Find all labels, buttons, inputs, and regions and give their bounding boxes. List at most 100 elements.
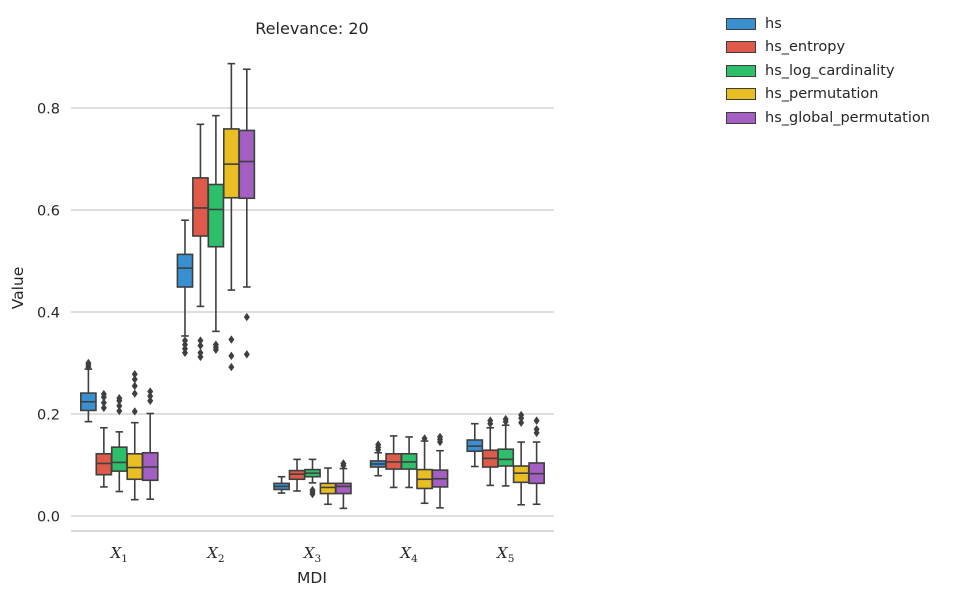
x-tick-subscript: 2 [218,553,225,565]
outlier-point [131,381,138,391]
x-tick-label: X3 [303,544,321,565]
outlier-point [197,336,204,345]
x-tick-base: X [399,544,412,562]
outlier-point [212,340,219,349]
y-axis-label: Value [9,267,27,310]
outlier-point [375,440,382,449]
outlier-point [131,389,138,398]
legend-item: hs_entropy [726,36,930,60]
outlier-point [243,312,250,322]
y-tick-label: 0.4 [37,306,60,322]
y-tick-labels: 0.0 0.2 0.4 0.6 0.8 [37,102,60,526]
box-body [238,129,256,200]
x-tick-label: X1 [110,544,128,565]
legend-swatch [726,41,756,54]
legend-item: hs_global_permutation [726,106,930,130]
box [335,459,352,510]
box [141,387,159,500]
box [400,436,418,489]
legend-label: hs_permutation [765,86,879,103]
outlier-point [116,401,123,411]
legend-item: hs_permutation [726,83,930,107]
outlier-point [131,370,138,379]
box [528,416,545,506]
box [95,389,113,488]
series-hs-log-cardinality [110,114,515,499]
box-body [512,465,530,484]
box [512,410,530,506]
y-tick-label: 0.8 [37,102,60,118]
series-hs-global-permutation [141,68,545,510]
legend-swatch [726,88,756,101]
legend-label: hs_entropy [765,39,846,56]
box [481,416,499,487]
box [431,432,449,509]
legend-label: hs_global_permutation [765,109,930,126]
x-tick-label: X5 [496,544,514,565]
outlier-point [197,341,204,350]
x-tick-base: X [496,544,509,562]
box-body [335,482,352,495]
outlier-point [533,416,540,425]
legend-item: hs [726,12,930,36]
y-tick-label: 0.2 [37,408,60,424]
outlier-point [533,425,540,434]
legend-swatch [726,17,756,30]
outlier-point [131,375,138,384]
box [110,393,128,493]
box [273,475,290,494]
legend: hs hs_entropy hs_log_cardinality hs_permuta… [726,12,930,130]
legend-swatch [726,64,756,77]
x-tick-base: X [303,544,316,562]
y-tick-label: 0.0 [37,510,60,526]
x-tick-subscript: 3 [315,553,322,565]
box [222,62,240,372]
series-hs-entropy [95,123,499,492]
box [126,370,144,501]
x-axis-label: MDI [297,569,327,587]
x-tick-subscript: 4 [411,553,418,565]
box-body [319,482,337,495]
series-hs [80,219,484,494]
outlier-point [243,350,250,359]
box [207,114,225,354]
outlier-point [502,414,509,424]
outlier-point [197,348,204,357]
box [385,435,403,489]
x-tick-subscript: 1 [121,553,128,565]
x-tick-label: X4 [399,544,418,565]
outlier-point [340,459,347,468]
box-body [110,446,128,472]
y-tick-label: 0.6 [37,204,60,220]
outlier-point [147,396,154,405]
box [288,458,306,492]
box [176,219,194,357]
legend-label: hs_log_cardinality [765,62,895,79]
box [192,123,209,362]
outlier-point [147,387,154,396]
outlier-point [100,398,107,407]
outlier-point [518,410,525,420]
outlier-point [181,336,188,345]
legend-item: hs_log_cardinality [726,59,930,83]
box-body [192,177,209,237]
box-body [126,452,144,481]
box [466,422,484,468]
x-tick-subscript: 5 [508,553,515,565]
box-body [176,253,194,288]
box [319,467,337,506]
x-tick-labels: X1 X2 X3 X4 X5 [110,544,515,565]
legend-swatch [726,111,756,124]
outlier-point [437,432,444,442]
x-tick-base: X [206,544,219,562]
x-tick-label: X2 [206,544,224,565]
box [497,414,515,487]
outlier-point [116,406,123,416]
outlier-point [309,485,316,495]
legend-label: hs [765,15,782,32]
box [238,68,256,359]
box [304,458,321,499]
box-groups [80,62,545,510]
box [369,440,387,477]
